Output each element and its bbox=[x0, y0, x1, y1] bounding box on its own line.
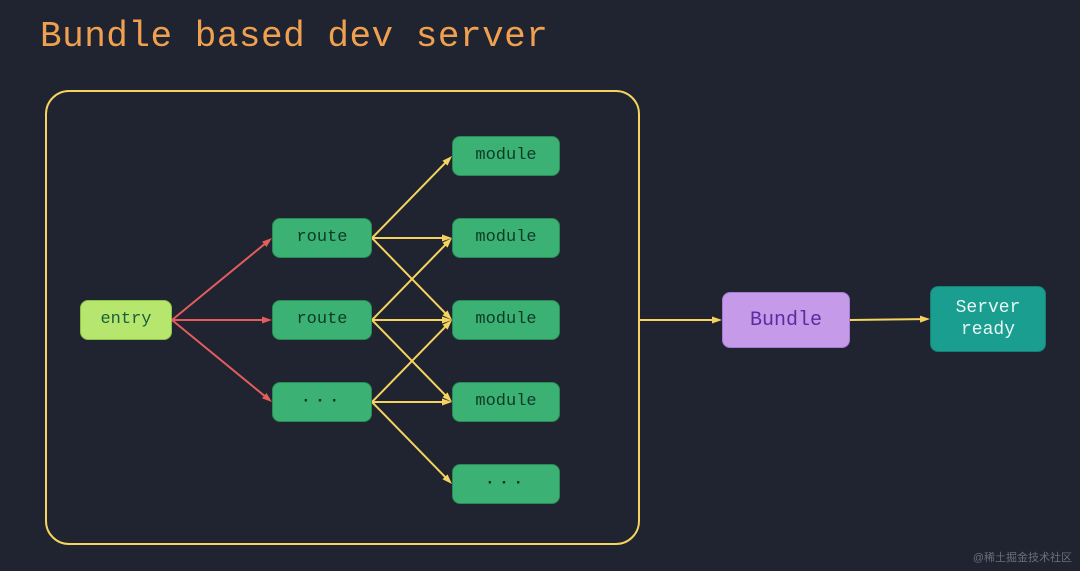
node-mod3: module bbox=[452, 300, 560, 340]
node-entry: entry bbox=[80, 300, 172, 340]
watermark: @稀土掘金技术社区 bbox=[973, 549, 1072, 565]
node-route1: route bbox=[272, 218, 372, 258]
node-mod5: ··· bbox=[452, 464, 560, 504]
node-server: Server ready bbox=[930, 286, 1046, 352]
node-mod1: module bbox=[452, 136, 560, 176]
node-mod4: module bbox=[452, 382, 560, 422]
node-route2: route bbox=[272, 300, 372, 340]
node-bundle: Bundle bbox=[722, 292, 850, 348]
diagram-title: Bundle based dev server bbox=[40, 16, 548, 57]
node-route3: ··· bbox=[272, 382, 372, 422]
node-mod2: module bbox=[452, 218, 560, 258]
